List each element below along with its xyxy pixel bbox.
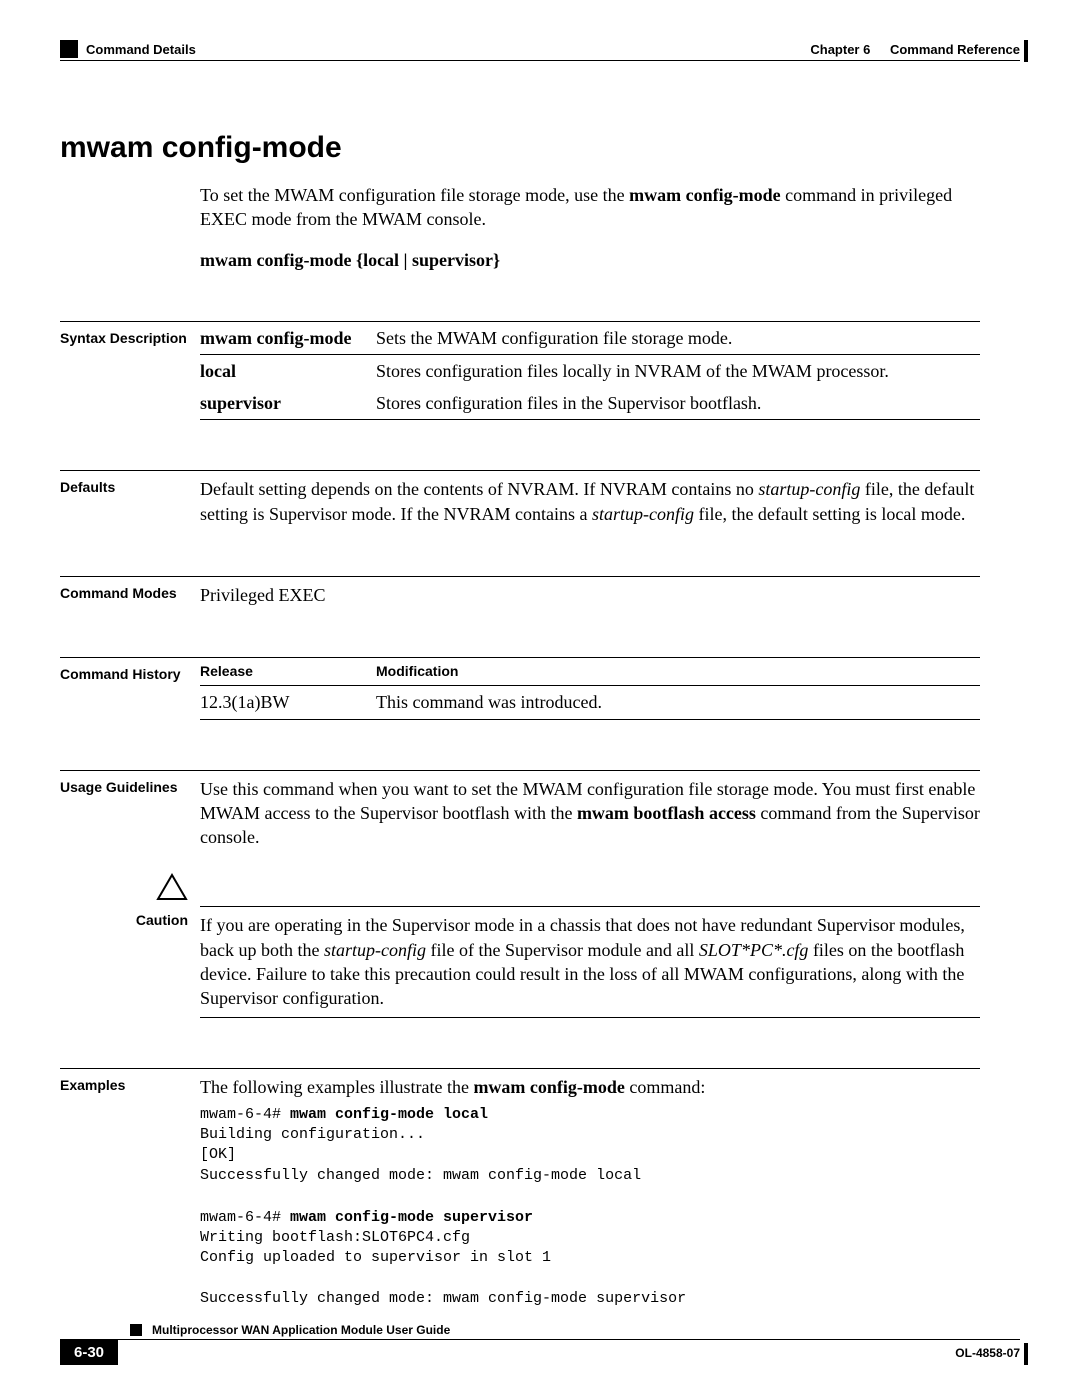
modes-text: Privileged EXEC	[200, 576, 980, 607]
history-label: Command History	[60, 657, 200, 682]
caution-icon	[60, 873, 200, 906]
usage-text: Use this command when you want to set th…	[200, 770, 980, 850]
defaults-i1: startup-config	[758, 479, 860, 499]
modes-label: Command Modes	[60, 576, 200, 601]
page-footer: Multiprocessor WAN Application Module Us…	[60, 1323, 1020, 1365]
page-number: 6-30	[60, 1340, 118, 1365]
syntax-val: Stores configuration files locally in NV…	[376, 354, 980, 387]
defaults-p3: file, the default setting is local mode.	[694, 504, 965, 524]
usage-label: Usage Guidelines	[60, 770, 200, 795]
syntax-key: supervisor	[200, 387, 376, 420]
example-code-2: mwam-6-4# mwam config-mode supervisor Wr…	[200, 1208, 980, 1309]
intro-pre: To set the MWAM configuration file stora…	[200, 185, 629, 205]
defaults-p1: Default setting depends on the contents …	[200, 479, 758, 499]
ex2-rest: Writing bootflash:SLOT6PC4.cfg Config up…	[200, 1229, 686, 1307]
caution-i2: SLOT*PC*.cfg	[699, 940, 809, 960]
examples-intro-pre: The following examples illustrate the	[200, 1077, 473, 1097]
examples-intro-post: command:	[625, 1077, 705, 1097]
syntax-key: local	[200, 354, 376, 387]
syntax-desc-label: Syntax Description	[60, 321, 200, 346]
syntax-val: Stores configuration files in the Superv…	[376, 387, 980, 420]
table-row: 12.3(1a)BW This command was introduced.	[200, 686, 980, 719]
syntax-table: mwam config-mode Sets the MWAM configura…	[200, 321, 980, 421]
header-right-text: Command Reference	[890, 42, 1020, 57]
table-row: mwam config-mode Sets the MWAM configura…	[200, 321, 980, 354]
page-header: Command Details Chapter 6 Command Refere…	[60, 40, 1020, 61]
examples-intro-bold: mwam config-mode	[473, 1077, 624, 1097]
history-table: Release Modification 12.3(1a)BW This com…	[200, 657, 980, 719]
table-row: supervisor Stores configuration files in…	[200, 387, 980, 420]
ex2-prompt: mwam-6-4#	[200, 1209, 290, 1226]
ex1-rest: Building configuration... [OK] Successfu…	[200, 1126, 641, 1184]
footer-tick	[1024, 1343, 1028, 1365]
header-chapter: Chapter 6	[810, 42, 870, 57]
intro-bold: mwam config-mode	[629, 185, 780, 205]
ex2-cmd: mwam config-mode supervisor	[290, 1209, 533, 1226]
history-h2: Modification	[376, 658, 980, 686]
usage-b1: mwam bootflash access	[577, 803, 756, 823]
history-release: 12.3(1a)BW	[200, 686, 376, 719]
syntax-key: mwam config-mode	[200, 321, 376, 354]
caution-label: Caution	[60, 906, 200, 928]
footer-square-icon	[130, 1324, 142, 1336]
defaults-text: Default setting depends on the contents …	[200, 470, 980, 526]
examples-label: Examples	[60, 1068, 200, 1093]
defaults-i2: startup-config	[592, 504, 694, 524]
intro-text: To set the MWAM configuration file stora…	[200, 183, 980, 232]
example-code-1: mwam-6-4# mwam config-mode local Buildin…	[200, 1105, 980, 1186]
header-square-icon	[60, 40, 78, 58]
table-row: Release Modification	[200, 658, 980, 686]
ex1-cmd: mwam config-mode local	[290, 1106, 488, 1123]
history-mod: This command was introduced.	[376, 686, 980, 719]
footer-title: Multiprocessor WAN Application Module Us…	[152, 1323, 450, 1337]
caution-i1: startup-config	[324, 940, 426, 960]
caution-p2: file of the Supervisor module and all	[426, 940, 699, 960]
header-tick	[1024, 40, 1028, 62]
examples-body: The following examples illustrate the mw…	[200, 1068, 980, 1310]
command-title: mwam config-mode	[60, 131, 1020, 165]
header-left-text: Command Details	[86, 42, 196, 57]
ex1-prompt: mwam-6-4#	[200, 1106, 290, 1123]
table-row: local Stores configuration files locally…	[200, 354, 980, 387]
syntax-val: Sets the MWAM configuration file storage…	[376, 321, 980, 354]
history-h1: Release	[200, 658, 376, 686]
doc-id: OL-4858-07	[955, 1346, 1020, 1360]
defaults-label: Defaults	[60, 470, 200, 495]
caution-text: If you are operating in the Supervisor m…	[200, 906, 980, 1017]
syntax-line: mwam config-mode {local | supervisor}	[200, 250, 980, 271]
